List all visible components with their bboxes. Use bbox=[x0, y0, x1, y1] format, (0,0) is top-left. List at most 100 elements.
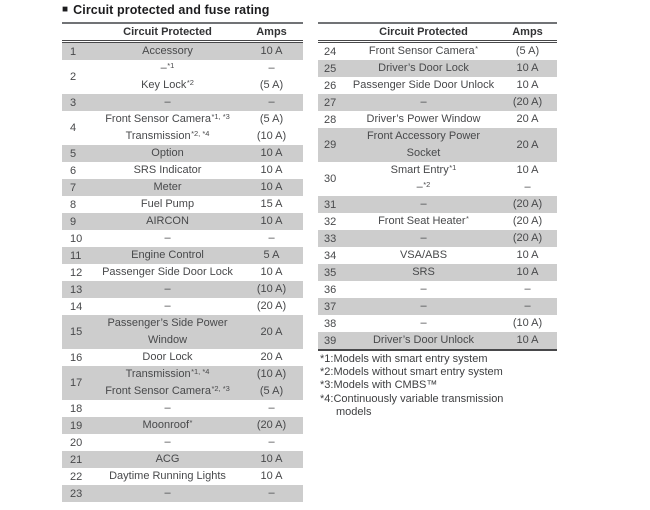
fuse-number: 8 bbox=[70, 198, 77, 211]
circuit-cell: – bbox=[95, 94, 240, 111]
circuit-cell: Front Seat Heater* bbox=[349, 213, 498, 230]
amps-value: 20 A bbox=[260, 325, 283, 338]
section-square-icon: ■ bbox=[62, 4, 69, 15]
circuit-label: – bbox=[420, 96, 427, 108]
fuse-number-cell: 31 bbox=[318, 196, 349, 213]
circuit-label: Door Lock bbox=[142, 351, 193, 363]
fuse-number-cell: 5 bbox=[62, 145, 95, 162]
amps-cell: 20 A bbox=[240, 349, 303, 366]
circuit-line: SRS bbox=[349, 264, 498, 281]
fuse-number: 35 bbox=[324, 266, 337, 279]
header-number-spacer bbox=[62, 25, 95, 39]
amps-cell: 10 A bbox=[240, 162, 303, 179]
circuit-cell: – bbox=[95, 230, 240, 247]
amps-value: – bbox=[268, 487, 275, 499]
footnote: *2:Models without smart entry system bbox=[320, 366, 503, 379]
circuit-line: Front Sensor Camera*1, *3 bbox=[95, 111, 240, 128]
fuse-number-cell: 8 bbox=[62, 196, 95, 213]
amps-cell: (20 A) bbox=[498, 230, 557, 247]
circuit-label: – bbox=[420, 300, 427, 312]
amps-cell: 10 A bbox=[498, 332, 557, 349]
table-row: 6 SRS Indicator 10 A bbox=[62, 162, 303, 179]
circuit-label: Window bbox=[147, 334, 188, 346]
fuse-number-cell: 20 bbox=[62, 434, 95, 451]
table-row: 39 Driver’s Door Unlock 10 A bbox=[318, 332, 557, 349]
circuit-cell: – bbox=[349, 230, 498, 247]
circuit-label: – bbox=[164, 300, 171, 312]
amps-cell: (10 A) bbox=[498, 315, 557, 332]
circuit-cell: Driver’s Power Window bbox=[349, 111, 498, 128]
fuse-number-cell: 13 bbox=[62, 281, 95, 298]
table-row: 33 – (20 A) bbox=[318, 230, 557, 247]
circuit-line: – bbox=[95, 400, 240, 417]
circuit-line: Transmission*2, *4 bbox=[95, 128, 240, 145]
table-row: 35 SRS 10 A bbox=[318, 264, 557, 281]
fuse-number: 38 bbox=[324, 317, 337, 330]
header-circuit-protected: Circuit Protected bbox=[379, 26, 468, 38]
amps-value: 10 A bbox=[516, 79, 539, 91]
fuse-number: 13 bbox=[70, 283, 83, 296]
circuit-label: – bbox=[164, 402, 171, 414]
amps-value: 10 A bbox=[516, 249, 539, 261]
fuse-number: 23 bbox=[70, 487, 83, 500]
circuit-line: Front Sensor Camera*2, *3 bbox=[95, 383, 240, 400]
footnote-marker: * bbox=[475, 43, 479, 53]
fuse-number-cell: 38 bbox=[318, 315, 349, 332]
table-row: 27 – (20 A) bbox=[318, 94, 557, 111]
amps-cell: 20 A bbox=[498, 128, 557, 162]
amps-value: – bbox=[524, 181, 531, 193]
circuit-label: – bbox=[164, 96, 171, 108]
amps-value: 15 A bbox=[260, 198, 283, 210]
header-amps: Amps bbox=[256, 26, 287, 38]
table-row: 34 VSA/ABS 10 A bbox=[318, 247, 557, 264]
circuit-cell: – bbox=[349, 94, 498, 111]
amps-cell: 5 A bbox=[240, 247, 303, 264]
amps-value: (20 A) bbox=[256, 419, 287, 431]
footnote-marker: *1, *3 bbox=[211, 111, 230, 121]
fuse-number: 30 bbox=[324, 173, 337, 185]
table-row: 25 Driver’s Door Lock 10 A bbox=[318, 60, 557, 77]
circuit-line: – bbox=[349, 230, 498, 247]
fuse-number-cell: 10 bbox=[62, 230, 95, 247]
amps-value: (20 A) bbox=[512, 96, 543, 108]
circuit-label: Moonroof bbox=[142, 419, 190, 431]
circuit-cell: Passenger Side Door Lock bbox=[95, 264, 240, 281]
amps-value: 10 A bbox=[260, 470, 283, 482]
amps-value: 20 A bbox=[516, 113, 539, 125]
circuit-cell: – bbox=[95, 434, 240, 451]
footnote-marker: *1 bbox=[449, 162, 457, 172]
fuse-number: 4 bbox=[70, 122, 77, 134]
fuse-number-cell: 2 bbox=[62, 60, 95, 94]
amps-value: 20 A bbox=[260, 351, 283, 363]
amps-value: 10 A bbox=[260, 147, 283, 159]
circuit-label: Transmission bbox=[125, 368, 191, 380]
footnote-marker: *2, *3 bbox=[211, 383, 230, 393]
fuse-table-24-39: Circuit Protected Amps 24 Front Sensor Came… bbox=[318, 22, 557, 351]
amps-cell: 15 A bbox=[240, 196, 303, 213]
table-row: 38 – (10 A) bbox=[318, 315, 557, 332]
circuit-cell: Smart Entry*1 –*2 bbox=[349, 162, 498, 196]
fuse-number: 34 bbox=[324, 249, 337, 262]
amps-value: (5 A) bbox=[259, 385, 284, 397]
circuit-label: SRS Indicator bbox=[133, 164, 202, 176]
fuse-number: 24 bbox=[324, 45, 337, 58]
circuit-line: Driver’s Power Window bbox=[349, 111, 498, 128]
footnotes: *1:Models with smart entry system *2:Mode… bbox=[320, 353, 528, 419]
fuse-number: 26 bbox=[324, 79, 337, 92]
fuse-number-cell: 24 bbox=[318, 43, 349, 60]
fuse-number-cell: 34 bbox=[318, 247, 349, 264]
circuit-line: AIRCON bbox=[95, 213, 240, 230]
fuse-number: 3 bbox=[70, 96, 77, 109]
page-title-text: Circuit protected and fuse rating bbox=[73, 3, 270, 17]
amps-value: (20 A) bbox=[512, 198, 543, 210]
fuse-number: 19 bbox=[70, 419, 83, 432]
circuit-line: – bbox=[349, 281, 498, 298]
circuit-line: ACG bbox=[95, 451, 240, 468]
amps-value: (20 A) bbox=[512, 215, 543, 227]
circuit-cell: ACG bbox=[95, 451, 240, 468]
circuit-label: Transmission bbox=[125, 130, 191, 142]
header-amps: Amps bbox=[512, 26, 543, 38]
fuse-number: 29 bbox=[324, 139, 337, 151]
fuse-number: 11 bbox=[70, 249, 82, 262]
amps-cell: (20 A) bbox=[240, 417, 303, 434]
